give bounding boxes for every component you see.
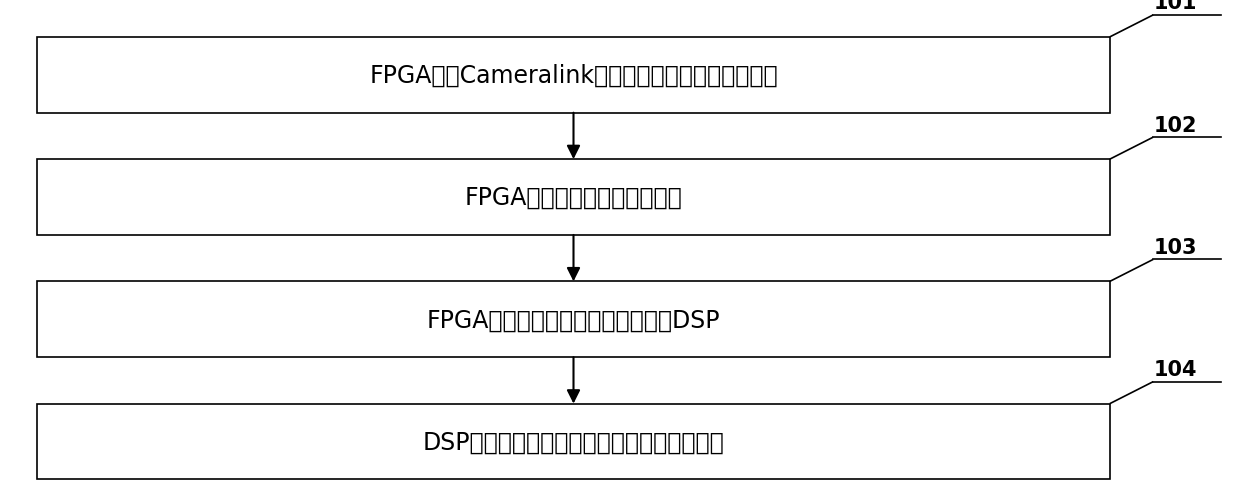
Bar bbox=[37, 282, 1110, 357]
Text: FPGA将原始图像数据进行缓存: FPGA将原始图像数据进行缓存 bbox=[465, 185, 682, 210]
Text: 102: 102 bbox=[1153, 116, 1197, 136]
Bar bbox=[37, 38, 1110, 114]
Text: FPGA采集Cameralink接口相机输出的原始图像数据: FPGA采集Cameralink接口相机输出的原始图像数据 bbox=[370, 63, 777, 88]
Bar bbox=[37, 404, 1110, 479]
Text: FPGA将缓存的原始图像数据传送至DSP: FPGA将缓存的原始图像数据传送至DSP bbox=[427, 307, 720, 332]
Text: 103: 103 bbox=[1153, 238, 1197, 258]
Text: 101: 101 bbox=[1153, 0, 1197, 13]
Text: DSP对原始图像数据进行处理，得到目标图像: DSP对原始图像数据进行处理，得到目标图像 bbox=[423, 429, 724, 454]
Bar bbox=[37, 160, 1110, 236]
Text: 104: 104 bbox=[1153, 360, 1197, 380]
